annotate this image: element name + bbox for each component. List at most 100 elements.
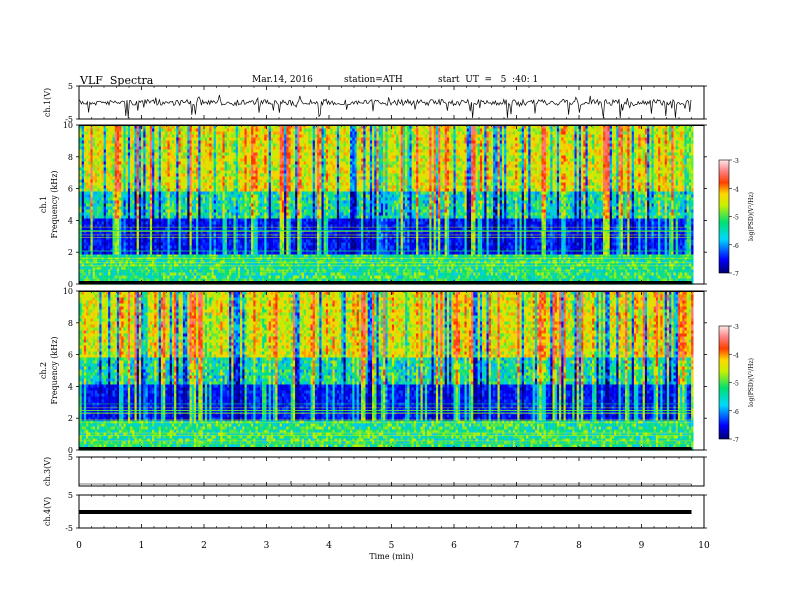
ch1_spec-cell xyxy=(148,201,150,204)
ch1_spec-cell xyxy=(137,258,139,261)
ch1_spec-cell xyxy=(135,207,137,210)
ch1_spec-cell xyxy=(91,273,93,276)
ch1_spec-cell xyxy=(159,213,161,216)
ch1_spec-cell xyxy=(93,183,95,186)
ch1_spec-cell xyxy=(82,132,84,135)
ch1_spec-cell xyxy=(88,276,90,279)
ch1_spec-cell xyxy=(135,144,137,147)
ch1_spec-cell xyxy=(84,243,86,246)
ch1_spec-cell xyxy=(128,186,130,189)
ch1_spec-cell xyxy=(119,147,121,150)
ch1_spec-cell xyxy=(163,222,165,225)
ch1_spec-cell xyxy=(165,135,167,138)
ch1_spec-cell xyxy=(82,240,84,243)
ch1_spec-cell xyxy=(143,177,145,180)
ch1_spec-cell xyxy=(113,186,115,189)
ch1_spec-cell xyxy=(163,156,165,159)
ch1_spec-cell xyxy=(130,150,132,153)
ch1_spec-cell xyxy=(179,144,181,147)
ch1_spec-cell xyxy=(135,237,137,240)
ch1_spec-cell xyxy=(108,210,110,213)
ch1_spec-cell xyxy=(128,207,130,210)
ch1_spec-cell xyxy=(102,276,104,279)
ch1_spec-cell xyxy=(152,240,154,243)
ch1_spec-cell xyxy=(141,237,143,240)
ch1_spec-cell xyxy=(117,186,119,189)
ch1_spec-cell xyxy=(159,186,161,189)
ch1_spec-cell xyxy=(93,144,95,147)
ch1_spec-cell xyxy=(106,273,108,276)
ch1_spec-cell xyxy=(157,213,159,216)
ch1_spec-cell xyxy=(130,240,132,243)
ch1_spec-cell xyxy=(174,237,176,240)
ch1_spec-cell xyxy=(152,216,154,219)
ch1_spec-cell xyxy=(117,213,119,216)
ch1_spec-cell xyxy=(97,204,99,207)
ch1_spec-cell xyxy=(108,273,110,276)
ch1_spec-cell xyxy=(141,156,143,159)
ch1_spec-cell xyxy=(104,261,106,264)
ch1_spec-cell xyxy=(124,174,126,177)
ch1_spec-cell xyxy=(84,168,86,171)
ch1_spec-cell xyxy=(130,183,132,186)
ch1_spec-cell xyxy=(86,186,88,189)
ch1_spec-cell xyxy=(110,189,112,192)
ch1_spec-cell xyxy=(110,165,112,168)
ch1_spec-cell xyxy=(157,243,159,246)
ch1_spec-cell xyxy=(174,171,176,174)
ch1_spec-cell xyxy=(124,192,126,195)
ch1_spec-cell xyxy=(108,177,110,180)
ch1_spec-cell xyxy=(104,183,106,186)
ch1_spec-cell xyxy=(137,132,139,135)
ch1_spec-cell xyxy=(137,273,139,276)
ch1_spec-cell xyxy=(176,150,178,153)
ch1_spec-cell xyxy=(157,168,159,171)
ch1_spec-cell xyxy=(174,135,176,138)
ch1_spec-cell xyxy=(176,210,178,213)
ch1_spec-cell xyxy=(106,189,108,192)
ch1_spec-cell xyxy=(102,222,104,225)
ch1_spec-cell xyxy=(152,222,154,225)
ch1_spec-cell xyxy=(143,258,145,261)
ch1_spec-cell xyxy=(137,237,139,240)
ch1_spec-cell xyxy=(113,252,115,255)
ch1_spec-cell xyxy=(163,174,165,177)
ch1_spec-cell xyxy=(97,177,99,180)
ch1_spec-cell xyxy=(163,177,165,180)
ch1_spec-cell xyxy=(95,255,97,258)
ch1_spec-cell xyxy=(86,162,88,165)
ch1_spec-cell xyxy=(179,201,181,204)
ch1_spec-cell xyxy=(132,258,134,261)
ch1_spec-cell xyxy=(170,207,172,210)
ch1_spec-cell xyxy=(179,222,181,225)
ch1_spec-cell xyxy=(82,204,84,207)
ch1_spec-cell xyxy=(139,135,141,138)
ch1_spec-cell xyxy=(170,210,172,213)
ch1_spec-cell xyxy=(152,162,154,165)
ch1_spec-cell xyxy=(108,159,110,162)
ch1_spec-cell xyxy=(154,192,156,195)
ch1_spec-cell xyxy=(165,222,167,225)
ch1_spec-cell xyxy=(174,246,176,249)
ch1_spec-cell xyxy=(135,216,137,219)
ch1_spec-cell xyxy=(117,240,119,243)
ch1_spec-cell xyxy=(102,141,104,144)
ch1_spec-cell xyxy=(163,273,165,276)
ch1_spec-cell xyxy=(82,174,84,177)
ch1_spec-cell xyxy=(161,147,163,150)
ch1_spec-cell xyxy=(176,159,178,162)
ch1_spec-cell xyxy=(174,144,176,147)
ch1_spec-cell xyxy=(174,240,176,243)
ch1_spec-cell xyxy=(108,258,110,261)
ch1_spec-cell xyxy=(157,180,159,183)
ch1_spec-cell xyxy=(115,210,117,213)
ch1_spec-cell xyxy=(146,147,148,150)
ch1_spec-cell xyxy=(168,159,170,162)
ch1_spec-cell xyxy=(165,147,167,150)
ch1_spec-cell xyxy=(91,219,93,222)
ch1_spec-cell xyxy=(113,135,115,138)
ch1_spec-cell xyxy=(80,189,82,192)
ch1_spec-cell xyxy=(93,171,95,174)
ch1_spec-cell xyxy=(146,222,148,225)
ch1_spec-cell xyxy=(95,138,97,141)
